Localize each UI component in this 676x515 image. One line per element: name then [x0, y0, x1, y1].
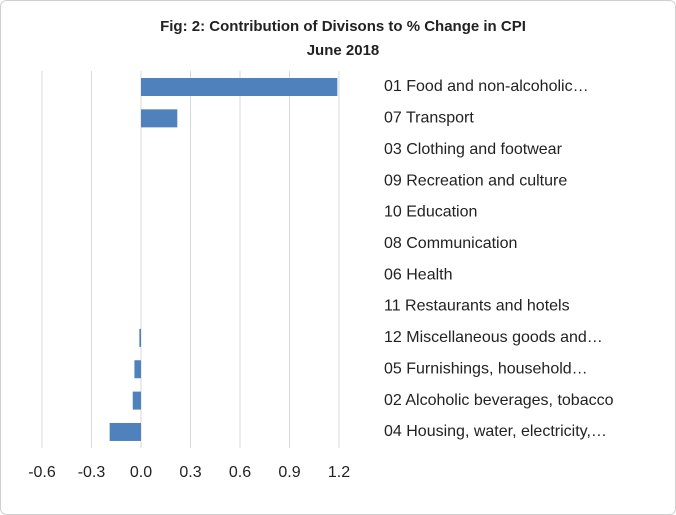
category-label: 05 Furnishings, household…	[384, 360, 588, 377]
x-tick-label: 0.0	[130, 464, 152, 481]
chart-subtitle: June 2018	[307, 42, 380, 59]
category-label: 03 Clothing and footwear	[384, 141, 563, 158]
x-tick-label: -0.3	[78, 464, 106, 481]
bar	[139, 328, 141, 347]
category-label: 01 Food and non-alcoholic…	[384, 78, 589, 95]
bar	[141, 109, 178, 128]
x-tick-label: 0.3	[179, 464, 201, 481]
category-label: 12 Miscellaneous goods and…	[384, 329, 603, 346]
category-label: 06 Health	[384, 266, 453, 283]
category-label: 09 Recreation and culture	[384, 172, 567, 189]
x-tick-label: 0.9	[278, 464, 300, 481]
category-label: 07 Transport	[384, 110, 474, 127]
bar	[134, 360, 141, 379]
bar	[132, 391, 141, 410]
category-label: 08 Communication	[384, 235, 517, 252]
bar	[109, 422, 141, 441]
category-label: 02 Alcoholic beverages, tobacco	[384, 392, 614, 409]
x-tick-label: -0.6	[28, 464, 56, 481]
bar	[141, 78, 338, 96]
category-label: 10 Education	[384, 204, 477, 221]
x-tick-label: 0.6	[229, 464, 251, 481]
category-label: 11 Restaurants and hotels	[384, 298, 570, 315]
chart-title: Fig: 2: Contribution of Divisons to % Ch…	[160, 18, 526, 35]
category-label: 04 Housing, water, electricity,…	[384, 423, 607, 440]
x-tick-label: 1.2	[328, 464, 350, 481]
